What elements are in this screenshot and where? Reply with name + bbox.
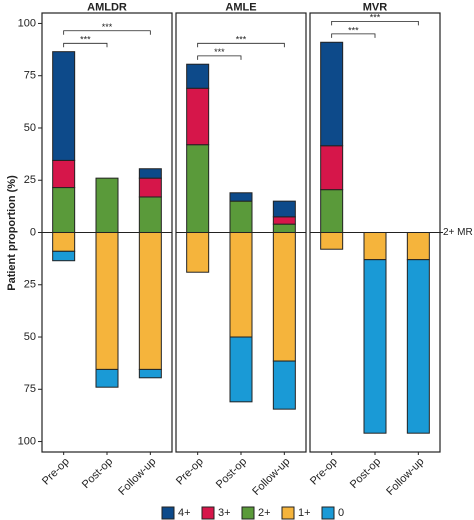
legend-swatch xyxy=(161,506,175,520)
x-tick-label: Post-op xyxy=(80,456,115,491)
bar-segment xyxy=(52,250,76,262)
y-tick-label: 50 xyxy=(24,331,36,343)
bar-segment xyxy=(272,360,296,410)
bar-segment xyxy=(138,232,162,370)
bar-segment xyxy=(363,232,387,261)
significance-bracket xyxy=(197,55,242,60)
bar-segment xyxy=(186,63,210,89)
bar-segment xyxy=(229,200,253,233)
bar-segment xyxy=(229,232,253,338)
panel-title-band xyxy=(176,0,306,13)
bar-segment xyxy=(272,216,296,225)
significance-label: *** xyxy=(370,13,381,23)
significance-bracket xyxy=(197,42,285,48)
panel-title: AMLE xyxy=(225,1,256,13)
bar-segment xyxy=(52,51,76,161)
bar-segment xyxy=(138,368,162,379)
panel-title: AMLDR xyxy=(87,1,127,13)
y-tick-label: 25 xyxy=(24,279,36,291)
panel-title: MVR xyxy=(363,1,388,13)
y-tick-label: 75 xyxy=(24,70,36,82)
significance-label: *** xyxy=(214,47,225,57)
x-tick-label: Follow-up xyxy=(250,456,292,498)
bar-segment xyxy=(138,168,162,179)
bar-segment xyxy=(186,144,210,233)
x-tick-label: Pre-op xyxy=(174,456,206,488)
bar-segment xyxy=(229,336,253,403)
panel-title-band xyxy=(310,0,440,13)
bar-segment xyxy=(52,232,76,252)
y-tick-label: 0 xyxy=(30,226,36,238)
legend-label: 4+ xyxy=(178,507,191,519)
panel-frame xyxy=(41,12,173,453)
legend-label: 1+ xyxy=(298,507,311,519)
y-tick-label: 100 xyxy=(18,17,36,29)
significance-bracket xyxy=(331,33,376,38)
bar-segment xyxy=(363,259,387,434)
x-tick-label: Pre-op xyxy=(40,456,72,488)
panel-title-band xyxy=(42,0,172,13)
bar-segment xyxy=(52,187,76,233)
bar-segment xyxy=(406,259,430,434)
legend-label: 2+ xyxy=(258,507,271,519)
bar-segment xyxy=(320,145,344,191)
significance-label: *** xyxy=(80,35,91,45)
bar-segment xyxy=(95,368,119,388)
significance-bracket xyxy=(331,20,419,26)
panel-frame xyxy=(175,12,307,453)
bar-segment xyxy=(272,232,296,362)
bar-segment xyxy=(186,87,210,146)
bar-segment xyxy=(95,177,119,233)
legend-swatch xyxy=(281,506,295,520)
bar-segment xyxy=(320,41,344,147)
x-tick-label: Pre-op xyxy=(308,456,340,488)
bar-segment xyxy=(229,192,253,202)
y-tick-label: 25 xyxy=(24,174,36,186)
bar-segment xyxy=(320,189,344,233)
y-axis-label: Patient proportion (%) xyxy=(6,175,18,291)
significance-bracket xyxy=(63,30,151,35)
x-tick-label: Follow-up xyxy=(116,456,158,498)
legend-swatch xyxy=(241,506,255,520)
significance-label: *** xyxy=(236,35,247,45)
y-tick-label: 100 xyxy=(18,435,36,447)
zero-label: 2+ MR xyxy=(443,227,473,238)
bar-segment xyxy=(272,223,296,233)
legend-swatch xyxy=(321,506,335,520)
bar-segment xyxy=(138,196,162,233)
bar-segment xyxy=(320,232,344,250)
x-tick-label: Post-op xyxy=(214,456,249,491)
bar-segment xyxy=(406,232,430,261)
y-tick-label: 50 xyxy=(24,122,36,134)
y-tick-label: 75 xyxy=(24,383,36,395)
legend-label: 0 xyxy=(338,507,344,519)
bar-segment xyxy=(95,232,119,370)
significance-label: *** xyxy=(348,25,359,35)
bar-segment xyxy=(272,200,296,218)
x-tick-label: Post-op xyxy=(348,456,383,491)
significance-bracket xyxy=(63,42,108,48)
bar-segment xyxy=(138,177,162,198)
significance-label: *** xyxy=(102,22,113,32)
bar-segment xyxy=(186,232,210,273)
legend-swatch xyxy=(201,506,215,520)
bar-segment xyxy=(52,159,76,189)
legend-label: 3+ xyxy=(218,507,231,519)
x-tick-label: Follow-up xyxy=(384,456,426,498)
